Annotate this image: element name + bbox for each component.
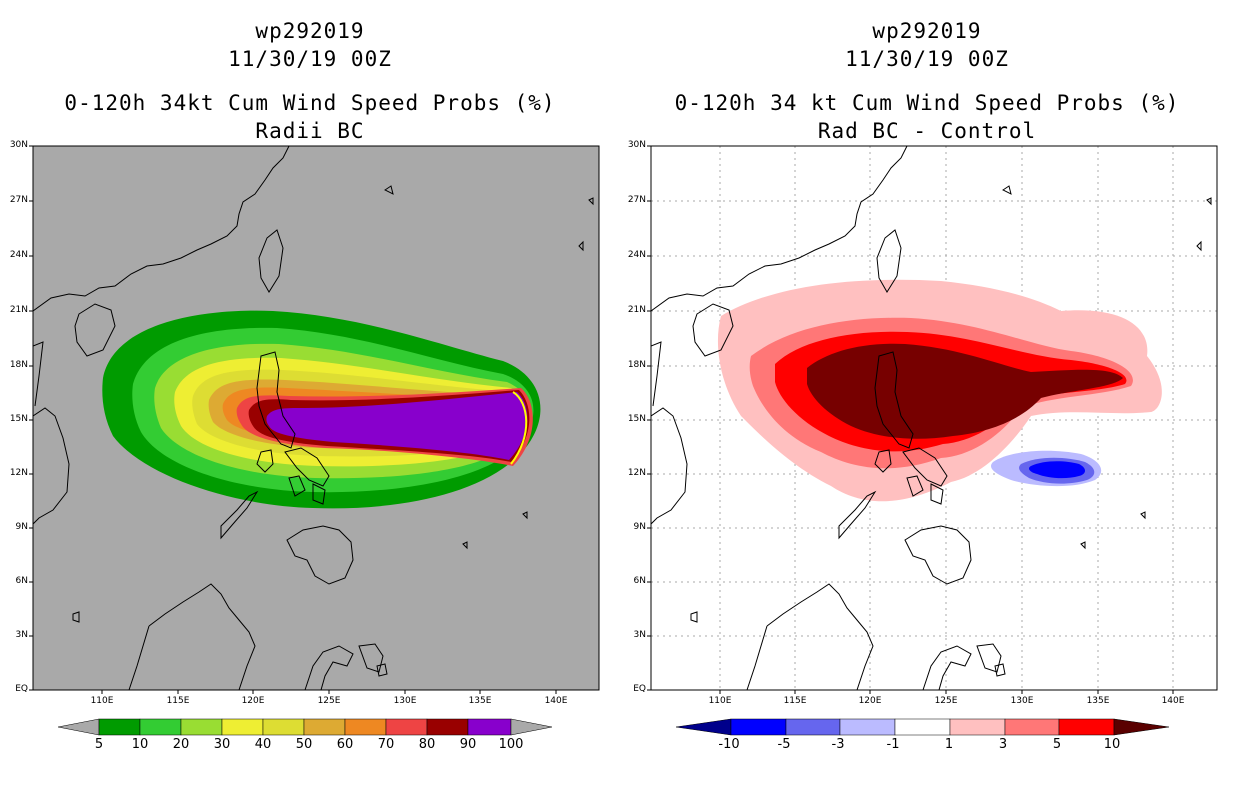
right-lon-label: 110E — [708, 696, 732, 706]
left-lat-label: 6N — [15, 576, 28, 586]
right-lat-label: 9N — [633, 522, 646, 532]
right-lat-label: 30N — [627, 140, 646, 150]
right-map-frame — [650, 145, 1218, 691]
right-colorbar — [675, 718, 1170, 736]
left-lat-label: EQ — [15, 684, 28, 694]
diff-minus-5 — [1029, 461, 1085, 479]
left-colorbar-swatch-6 — [344, 718, 387, 736]
right-colorbar-swatch-6 — [1058, 718, 1115, 736]
left-colorbar-label: 90 — [459, 737, 477, 752]
left-colorbar-label: 50 — [295, 737, 313, 752]
right-colorbar-label: 10 — [1103, 737, 1121, 752]
right-axis-ticks — [647, 145, 1174, 694]
right-title-date: 11/30/19 00Z — [845, 47, 1009, 71]
left-colorbar-label: 70 — [377, 737, 395, 752]
right-title-storm-id: wp292019 — [872, 19, 982, 43]
left-colorbar-label: 5 — [94, 737, 104, 752]
right-colorbar-swatch-3 — [894, 718, 951, 736]
right-colorbar-swatch-0 — [730, 718, 787, 736]
left-colorbar-end-high — [510, 718, 553, 736]
left-title-storm-id: wp292019 — [255, 19, 365, 43]
left-lat-label: 30N — [9, 140, 28, 150]
left-lon-label: 135E — [468, 696, 492, 706]
left-lon-label: 110E — [90, 696, 114, 706]
left-axis-ticks — [29, 145, 557, 694]
right-colorbar-label: 3 — [998, 737, 1008, 752]
right-difference-contours — [651, 146, 1212, 690]
left-lat-label: 21N — [9, 305, 28, 315]
left-colorbar-swatch-8 — [426, 718, 469, 736]
diff-plus-10 — [807, 343, 1123, 439]
right-colorbar-label: -1 — [886, 737, 900, 752]
left-lon-label: 140E — [544, 696, 568, 706]
left-lat-label: 18N — [9, 360, 28, 370]
left-colorbar-swatch-5 — [303, 718, 346, 736]
right-lat-label: 3N — [633, 630, 646, 640]
left-colorbar-label: 100 — [498, 737, 524, 752]
left-colorbar-label: 10 — [131, 737, 149, 752]
right-colorbar-end-high — [1113, 718, 1170, 736]
left-colorbar-swatch-2 — [180, 718, 223, 736]
right-title-product: 0-120h 34 kt Cum Wind Speed Probs (%) — [674, 91, 1180, 115]
left-colorbar-swatch-1 — [139, 718, 182, 736]
left-lat-label: 3N — [15, 630, 28, 640]
left-colorbar-swatch-3 — [221, 718, 264, 736]
right-lon-label: 140E — [1161, 696, 1185, 706]
right-colorbar-label: -3 — [831, 737, 845, 752]
left-colorbar-swatch-7 — [385, 718, 428, 736]
left-map — [32, 145, 600, 691]
right-lon-label: 115E — [783, 696, 807, 706]
left-colorbar-label: 30 — [213, 737, 231, 752]
right-lat-label: 15N — [627, 414, 646, 424]
left-colorbar-label: 80 — [418, 737, 436, 752]
right-colorbar-swatch-1 — [785, 718, 841, 736]
left-map-frame — [32, 145, 600, 691]
right-colorbar-end-low — [675, 718, 732, 736]
left-lat-label: 27N — [9, 195, 28, 205]
right-colorbar-label: -5 — [777, 737, 791, 752]
contour-90 — [266, 392, 528, 460]
right-lat-label: 12N — [627, 468, 646, 478]
right-lat-label: EQ — [633, 684, 646, 694]
left-lon-label: 120E — [241, 696, 265, 706]
left-lon-label: 130E — [393, 696, 417, 706]
right-colorbar-swatch-2 — [839, 718, 896, 736]
left-colorbar-label: 40 — [254, 737, 272, 752]
left-lon-label: 125E — [317, 696, 341, 706]
right-lon-label: 120E — [858, 696, 882, 706]
left-lat-label: 15N — [9, 414, 28, 424]
left-probability-contours — [33, 146, 594, 690]
left-colorbar-label: 20 — [172, 737, 190, 752]
right-lat-label: 6N — [633, 576, 646, 586]
left-title-product: 0-120h 34kt Cum Wind Speed Probs (%) — [64, 91, 556, 115]
left-lat-label: 9N — [15, 522, 28, 532]
right-lon-label: 135E — [1086, 696, 1110, 706]
left-title-date: 11/30/19 00Z — [228, 47, 392, 71]
left-colorbar-swatch-9 — [467, 718, 512, 736]
left-colorbar-swatch-0 — [98, 718, 141, 736]
right-lon-label: 130E — [1010, 696, 1034, 706]
left-lat-label: 12N — [9, 468, 28, 478]
right-map — [650, 145, 1218, 691]
right-colorbar-label: 1 — [944, 737, 954, 752]
left-lat-label: 24N — [9, 250, 28, 260]
left-colorbar-end-low — [57, 718, 100, 736]
left-lon-label: 115E — [166, 696, 190, 706]
contour-100 — [510, 391, 528, 465]
right-lat-label: 27N — [627, 195, 646, 205]
right-colorbar-label: 5 — [1052, 737, 1062, 752]
right-colorbar-label: -10 — [718, 737, 740, 752]
right-lat-label: 21N — [627, 305, 646, 315]
right-lat-label: 18N — [627, 360, 646, 370]
right-colorbar-swatch-5 — [1004, 718, 1060, 736]
left-colorbar-swatch-4 — [262, 718, 305, 736]
left-title-subtitle: Radii BC — [255, 119, 365, 143]
right-title-subtitle: Rad BC - Control — [817, 119, 1037, 143]
right-lon-label: 125E — [934, 696, 958, 706]
left-colorbar — [57, 718, 553, 736]
right-lat-label: 24N — [627, 250, 646, 260]
left-colorbar-label: 60 — [336, 737, 354, 752]
right-colorbar-swatch-4 — [949, 718, 1006, 736]
